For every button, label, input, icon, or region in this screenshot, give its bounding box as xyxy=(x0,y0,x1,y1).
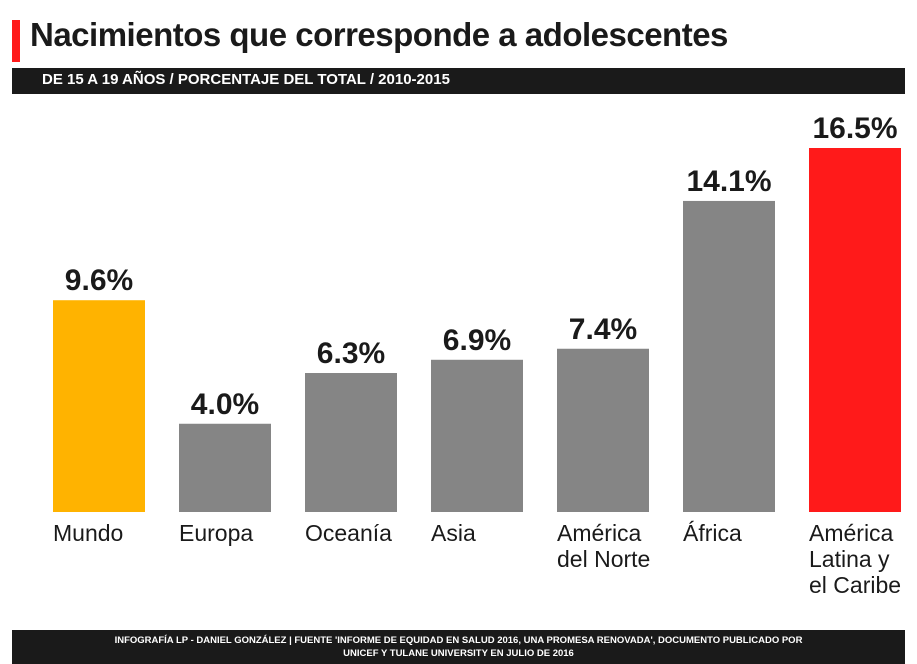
value-label-mundo: 9.6% xyxy=(65,264,133,297)
bar-mundo xyxy=(53,300,145,512)
category-label-africa: África xyxy=(683,520,742,546)
source-credit-line-1: INFOGRAFÍA LP - DANIEL GONZÁLEZ | FUENTE… xyxy=(114,635,803,646)
category-label-america-latina-y-el-caribe-line-2: Latina y xyxy=(809,546,890,572)
bar-africa xyxy=(683,200,775,513)
category-label-mundo: Mundo xyxy=(53,520,123,546)
title-accent-bar xyxy=(12,20,20,62)
value-label-america-del-norte: 7.4% xyxy=(569,313,637,346)
category-label-oceania: Oceanía xyxy=(305,520,392,546)
chart-title: Nacimientos que corresponde a adolescent… xyxy=(30,16,728,53)
value-label-europa: 4.0% xyxy=(191,388,259,421)
source-credit-line-2: UNICEF Y TULANE UNIVERSITY EN JULIO DE 2… xyxy=(343,648,574,659)
source-credit: INFOGRAFÍA LP - DANIEL GONZÁLEZ | FUENTE… xyxy=(22,634,895,660)
bar-america-del-norte xyxy=(557,348,649,512)
subtitle-band: DE 15 A 19 AÑOS / PORCENTAJE DEL TOTAL /… xyxy=(12,68,905,94)
category-label-europa: Europa xyxy=(179,520,253,546)
category-label-america-del-norte-line-1: América xyxy=(557,520,642,546)
footer-band: INFOGRAFÍA LP - DANIEL GONZÁLEZ | FUENTE… xyxy=(12,630,905,664)
bar-oceania xyxy=(305,373,397,512)
bar-asia xyxy=(431,359,523,512)
value-label-oceania: 6.3% xyxy=(317,337,385,370)
value-label-asia: 6.9% xyxy=(443,324,511,357)
value-label-africa: 14.1% xyxy=(686,165,771,198)
bar-chart: 9.6% Mundo 4.0% Europa 6.3% Oceanía 6.9% Asia 7.… xyxy=(53,112,901,598)
category-label-america-del-norte-line-2: del Norte xyxy=(557,546,650,572)
category-label-america-latina-y-el-caribe-line-3: el Caribe xyxy=(809,572,901,598)
category-label-america-latina-y-el-caribe-line-1: América xyxy=(809,520,894,546)
bar-america-latina-y-el-caribe xyxy=(809,148,901,512)
category-label-asia: Asia xyxy=(431,520,476,546)
value-label-america-latina-y-el-caribe: 16.5% xyxy=(812,112,897,145)
chart-subtitle: DE 15 A 19 AÑOS / PORCENTAJE DEL TOTAL /… xyxy=(42,71,450,88)
bar-europa xyxy=(179,423,271,512)
